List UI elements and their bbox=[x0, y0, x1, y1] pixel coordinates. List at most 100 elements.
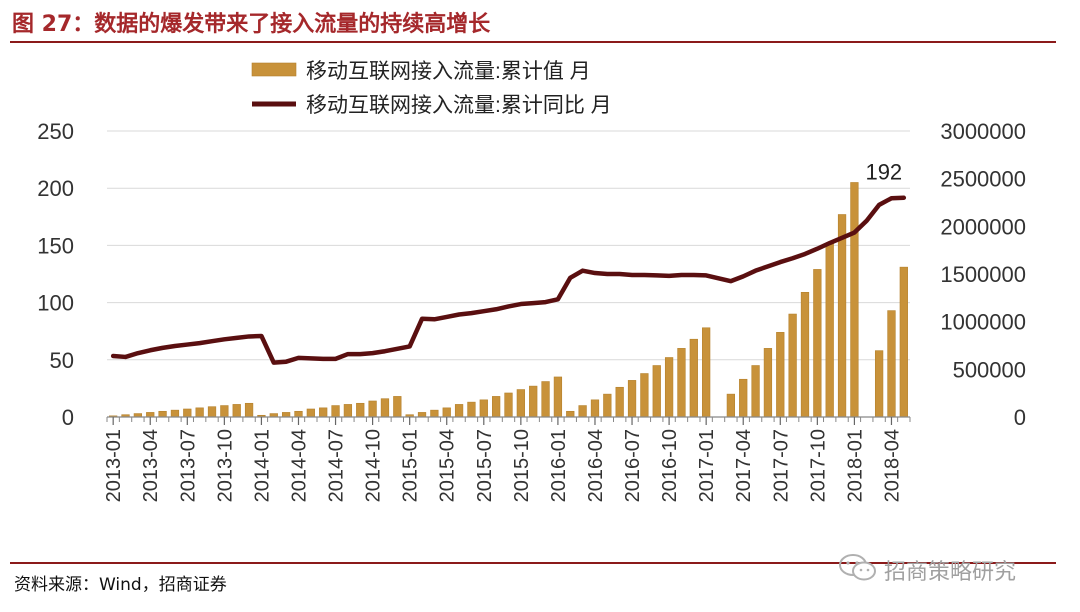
bar bbox=[578, 405, 587, 418]
bar bbox=[763, 348, 773, 418]
bar bbox=[776, 332, 785, 418]
x-tick-label: 2014-01 bbox=[251, 429, 273, 502]
bar bbox=[516, 389, 525, 418]
x-tick-label: 2016-10 bbox=[659, 429, 681, 502]
bar bbox=[825, 242, 834, 418]
x-tick-label: 2013-07 bbox=[177, 429, 199, 502]
bar bbox=[306, 408, 315, 418]
bar bbox=[380, 398, 390, 418]
bar bbox=[640, 373, 649, 418]
bar bbox=[541, 381, 550, 418]
bar bbox=[244, 402, 254, 418]
x-tick-label: 2016-07 bbox=[622, 429, 644, 502]
bar bbox=[566, 410, 575, 418]
bar bbox=[294, 410, 303, 418]
x-tick-label: 2016-01 bbox=[548, 429, 570, 502]
bar bbox=[615, 386, 624, 418]
y-left-tick-label: 100 bbox=[37, 291, 74, 316]
x-tick-label: 2015-01 bbox=[400, 429, 422, 502]
x-tick-label: 2017-01 bbox=[696, 429, 718, 502]
source-note: 资料来源：Wind，招商证券 bbox=[14, 575, 227, 595]
y-left-tick-label: 250 bbox=[37, 119, 74, 144]
y-right-tick-label: 2500000 bbox=[940, 167, 1026, 192]
x-tick-label: 2014-10 bbox=[363, 429, 385, 502]
series-line bbox=[110, 195, 907, 365]
figure-title: 图 27：数据的爆发带来了接入流量的持续高增长 bbox=[12, 12, 491, 37]
y-right-tick-label: 1500000 bbox=[940, 262, 1026, 287]
bar bbox=[726, 393, 735, 418]
x-tick-label: 2016-04 bbox=[585, 429, 607, 502]
bar bbox=[454, 404, 464, 418]
chart: 192 0 50 100 150 200 250 0 500000 1000000 1500000… bbox=[37, 60, 1026, 502]
y-right-tick-label: 1000000 bbox=[940, 310, 1026, 335]
bar bbox=[232, 404, 241, 418]
x-tick-label: 2013-04 bbox=[140, 429, 162, 502]
bar bbox=[887, 310, 896, 418]
bar bbox=[331, 405, 340, 418]
bar bbox=[195, 407, 204, 418]
bar bbox=[603, 393, 612, 418]
bar bbox=[467, 401, 476, 418]
y-right-tick-label: 0 bbox=[1014, 405, 1026, 430]
y-left-tick-label: 200 bbox=[37, 176, 74, 201]
bar bbox=[158, 410, 167, 418]
bar bbox=[220, 405, 229, 418]
x-tick-label: 2017-10 bbox=[807, 429, 829, 502]
x-tick-label: 2013-10 bbox=[214, 429, 236, 502]
watermark: 招商策略研究 bbox=[884, 560, 1017, 585]
wechat-icon bbox=[839, 554, 876, 581]
bar bbox=[183, 408, 192, 418]
x-tick-label: 2018-01 bbox=[844, 429, 866, 502]
bar bbox=[590, 399, 600, 418]
bar bbox=[207, 406, 217, 418]
bar bbox=[368, 400, 377, 418]
bar bbox=[837, 214, 847, 418]
y-left-tick-label: 150 bbox=[37, 233, 74, 258]
bar bbox=[553, 376, 563, 418]
title-rule bbox=[10, 41, 1056, 43]
data-label: 192 bbox=[865, 160, 902, 185]
bar bbox=[319, 407, 328, 418]
bar bbox=[417, 412, 427, 418]
bar bbox=[739, 378, 748, 418]
x-tick-label: 2017-07 bbox=[770, 429, 792, 502]
bar bbox=[652, 365, 661, 418]
bar bbox=[479, 399, 488, 418]
source-rule bbox=[10, 562, 1056, 564]
x-tick-label: 2013-01 bbox=[103, 429, 125, 502]
bar bbox=[492, 396, 501, 418]
bar bbox=[146, 412, 155, 418]
bar bbox=[751, 365, 760, 418]
y-right-tick-label: 2000000 bbox=[940, 214, 1026, 239]
bar bbox=[393, 396, 402, 418]
bar bbox=[627, 380, 637, 418]
legend-swatch-bar bbox=[251, 62, 297, 77]
x-tick-label: 2015-10 bbox=[511, 429, 533, 502]
legend-label-line: 移动互联网接入流量:累计同比 月 bbox=[306, 94, 612, 117]
bar bbox=[356, 402, 365, 418]
x-tick-label: 2018-04 bbox=[881, 429, 903, 502]
x-tick-label: 2014-04 bbox=[288, 429, 310, 502]
bar bbox=[813, 269, 822, 418]
bar bbox=[664, 357, 674, 418]
bar bbox=[850, 182, 859, 418]
legend-label-bar: 移动互联网接入流量:累计值 月 bbox=[306, 60, 591, 83]
bar bbox=[677, 348, 686, 418]
x-tick-label: 2017-04 bbox=[733, 429, 755, 502]
bar bbox=[800, 291, 810, 418]
bar bbox=[430, 409, 439, 418]
bar bbox=[343, 404, 353, 418]
y-left-tick-label: 0 bbox=[62, 405, 74, 430]
bar bbox=[170, 409, 180, 418]
y-right-tick-label: 500000 bbox=[953, 357, 1026, 382]
x-tick-label: 2015-07 bbox=[474, 429, 496, 502]
y-right-tick-label: 3000000 bbox=[940, 119, 1026, 144]
bar bbox=[788, 313, 797, 418]
bar bbox=[529, 385, 538, 418]
bar bbox=[702, 327, 711, 418]
y-left-tick-label: 50 bbox=[50, 348, 74, 373]
bar bbox=[504, 392, 513, 418]
bar bbox=[281, 412, 291, 418]
bar bbox=[442, 407, 451, 418]
bar bbox=[689, 338, 698, 418]
